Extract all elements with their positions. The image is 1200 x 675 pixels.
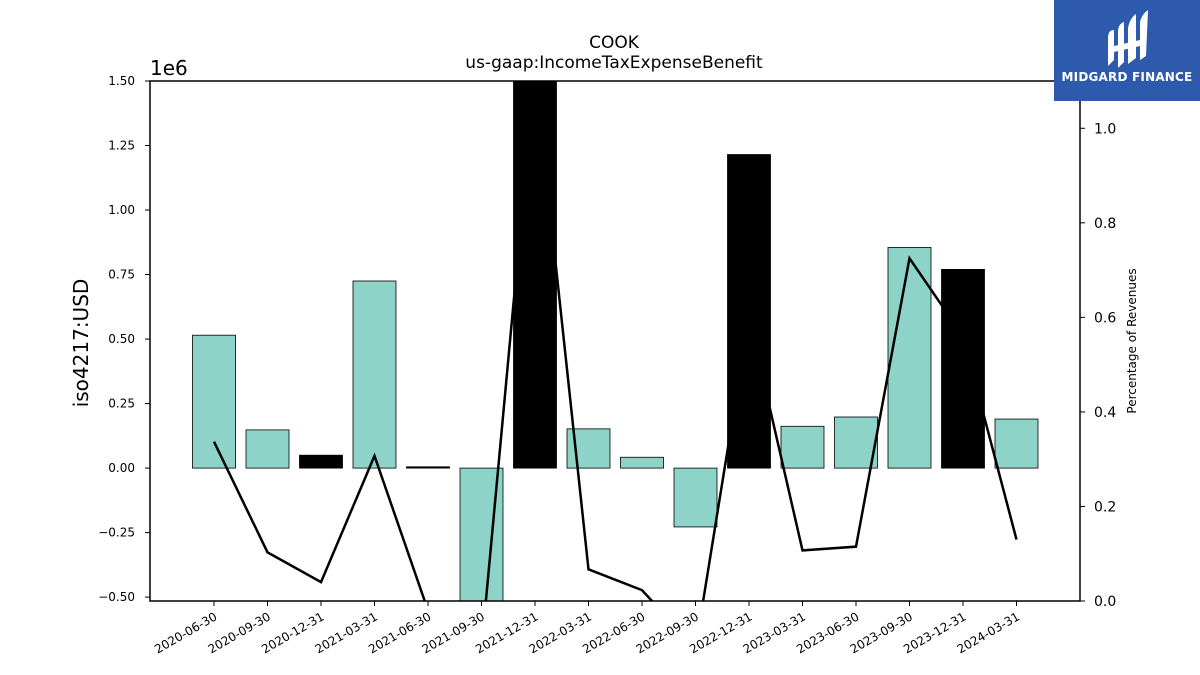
y2-axis-ticks: 0.0 0.2 0.4 0.6 0.8 1.0 (1080, 121, 1116, 610)
logo-text: MIDGARD FINANCE (1061, 70, 1193, 84)
y-tick-label: 0.50 (108, 332, 135, 346)
y2-tick-label: 0.6 (1094, 310, 1116, 326)
y2-tick-label: 0.2 (1094, 499, 1116, 515)
axes (149, 80, 1081, 602)
y-tick-label: 1.00 (108, 203, 135, 217)
chart-subtitle: us-gaap:IncomeTaxExpenseBenefit (465, 53, 763, 73)
y2-tick-label: 0.0 (1094, 594, 1116, 610)
y2-axis-label: Percentage of Revenues (1125, 268, 1139, 413)
bar-2021-03-31 (352, 280, 397, 469)
y2-tick-label: 0.8 (1094, 216, 1116, 232)
bar-2023-12-31 (941, 268, 985, 469)
revenue-percentage-line (212, 81, 1018, 601)
y-axis-label: iso4217:USD (69, 279, 93, 408)
y-tick-label: 1.25 (108, 139, 135, 153)
bar-2021-12-31 (513, 81, 557, 469)
bar-2021-06-30 (406, 466, 450, 469)
y-axis-ticks: −0.50 −0.25 0.00 0.25 0.50 0.75 1.00 1.25 1.50 (98, 74, 150, 604)
bar-2020-12-31 (299, 454, 343, 469)
bar-2020-09-30 (245, 429, 290, 469)
y-tick-label: 0.25 (108, 397, 135, 411)
bar-2022-06-30 (620, 456, 664, 469)
bar-2020-06-30 (192, 334, 236, 469)
y2-tick-label: 0.4 (1094, 405, 1116, 421)
line-series (212, 81, 1018, 601)
bar-2023-09-30 (887, 247, 932, 469)
y-tick-label: −0.50 (98, 590, 135, 604)
y-scale-label: 1e6 (150, 56, 188, 80)
bar-2022-09-30 (673, 467, 718, 528)
bar-2023-06-30 (834, 416, 878, 469)
midgard-finance-logo: MIDGARD FINANCE (1054, 0, 1200, 101)
y-tick-label: −0.25 (98, 526, 135, 540)
bar-2024-03-31 (994, 418, 1039, 469)
chart-title: COOK (589, 33, 640, 53)
y2-tick-label: 1.0 (1094, 121, 1116, 137)
midgard-logo-icon (1108, 10, 1148, 68)
x-axis-ticks: 2020-06-302020-09-302020-12-312021-03-31… (152, 601, 1022, 656)
y-tick-label: 1.50 (108, 74, 135, 88)
bar-2022-12-31 (727, 154, 771, 469)
y-tick-label: 0.00 (108, 461, 135, 475)
bar-2023-03-31 (780, 425, 825, 469)
bar-series (192, 81, 1039, 601)
y-tick-label: 0.75 (108, 268, 135, 282)
plot-frame (149, 80, 1081, 602)
